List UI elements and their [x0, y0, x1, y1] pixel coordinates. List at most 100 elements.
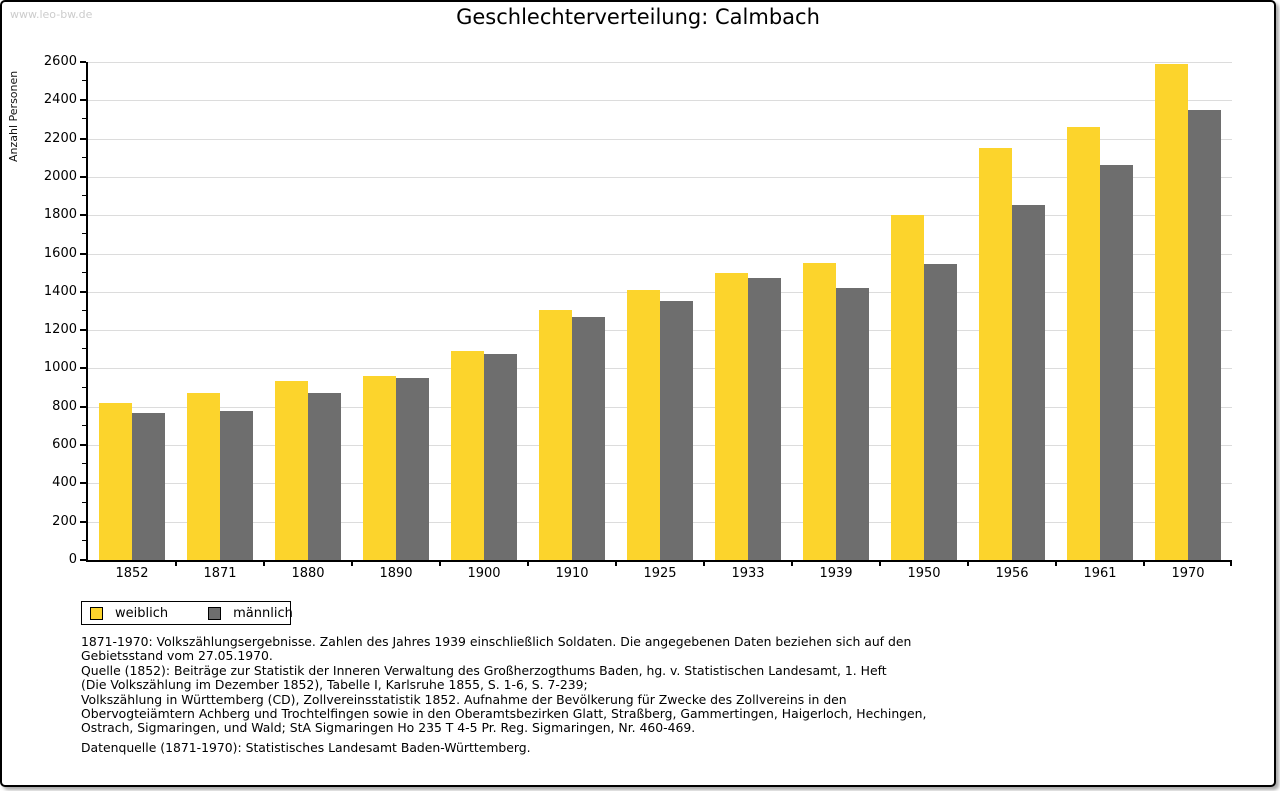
y-minor-tick	[82, 156, 86, 158]
y-tick-label: 800	[52, 398, 77, 414]
bar-maennlich-1880	[308, 393, 341, 560]
y-major-tick	[80, 444, 86, 447]
y-minor-tick	[82, 501, 86, 503]
y-major-tick	[80, 175, 86, 178]
x-boundary-tick	[1143, 562, 1145, 566]
y-major-tick	[80, 559, 86, 561]
bar-maennlich-1852	[132, 413, 165, 560]
gridline	[88, 138, 1232, 140]
y-tick-label: 0	[68, 552, 77, 567]
y-tick-label: 200	[52, 513, 77, 529]
y-tick-label: 600	[52, 437, 77, 453]
bar-weiblich-1961	[1067, 127, 1100, 560]
y-major-tick	[80, 329, 86, 332]
x-tick-label: 1939	[819, 566, 853, 581]
x-tick-label: 1956	[995, 566, 1029, 581]
x-boundary-tick	[703, 562, 705, 566]
x-tick-label: 1950	[907, 566, 941, 581]
bar-weiblich-1910	[539, 310, 572, 560]
x-tick-label: 1900	[467, 566, 501, 581]
footnotes: 1871-1970: Volkszählungsergebnisse. Zahl…	[81, 634, 927, 736]
y-major-tick	[80, 482, 86, 485]
x-boundary-tick	[615, 562, 617, 566]
x-tick-label: 1933	[731, 566, 765, 581]
x-tick-label: 1910	[555, 566, 589, 581]
bar-maennlich-1890	[396, 378, 429, 560]
gridline	[88, 215, 1232, 217]
y-tick-label: 2400	[43, 92, 77, 108]
watermark: www.leo-bw.de	[10, 8, 93, 21]
y-minor-tick	[82, 233, 86, 235]
bar-weiblich-1900	[451, 351, 484, 560]
x-boundary-tick	[1055, 562, 1057, 566]
x-tick-label: 1890	[379, 566, 413, 581]
x-tick-label: 1852	[115, 566, 149, 581]
y-major-tick	[80, 405, 86, 408]
bar-maennlich-1961	[1100, 165, 1133, 560]
bar-maennlich-1910	[572, 317, 605, 560]
x-boundary-tick	[263, 562, 265, 566]
legend-label-weiblich: weiblich	[115, 605, 169, 621]
legend-swatch-maennlich-icon	[208, 606, 222, 620]
bar-weiblich-1956	[979, 148, 1012, 560]
x-tick-label: 1925	[643, 566, 677, 581]
y-minor-tick	[82, 539, 86, 541]
x-boundary-tick	[439, 562, 441, 566]
bar-weiblich-1880	[275, 381, 308, 560]
x-boundary-tick	[967, 562, 969, 566]
y-tick-label: 1400	[43, 283, 77, 299]
x-boundary-tick	[175, 562, 177, 566]
bar-weiblich-1950	[891, 215, 924, 560]
bar-weiblich-1890	[363, 376, 396, 560]
gridline	[88, 253, 1232, 255]
bar-maennlich-1900	[484, 354, 517, 560]
y-major-tick	[80, 214, 86, 217]
bar-weiblich-1933	[715, 273, 748, 560]
y-major-tick	[80, 520, 86, 523]
x-boundary-tick	[351, 562, 353, 566]
x-boundary-tick	[1230, 562, 1232, 566]
legend: weiblich männlich	[81, 601, 293, 625]
legend-label-maennlich: männlich	[233, 605, 293, 621]
y-tick-label: 1000	[43, 360, 77, 376]
y-minor-tick	[82, 463, 86, 465]
y-minor-tick	[82, 271, 86, 273]
y-tick-label: 2000	[43, 168, 77, 184]
y-tick-label: 1800	[43, 207, 77, 223]
y-tick-label: 2200	[43, 130, 77, 146]
y-tick-label: 2600	[43, 54, 77, 69]
y-tick-label: 1200	[43, 322, 77, 338]
x-boundary-tick	[879, 562, 881, 566]
x-boundary-tick	[791, 562, 793, 566]
bar-maennlich-1933	[748, 278, 781, 560]
y-major-tick	[80, 367, 86, 370]
gridline	[88, 62, 1232, 63]
y-minor-tick	[82, 424, 86, 426]
y-minor-tick	[82, 80, 86, 82]
gridline	[88, 291, 1232, 293]
y-tick-label: 1600	[43, 245, 77, 261]
chart-title: Geschlechterverteilung: Calmbach	[456, 5, 820, 29]
plot-area	[86, 62, 1232, 562]
x-boundary-tick	[527, 562, 529, 566]
x-axis-ticks	[88, 562, 1232, 567]
bar-maennlich-1871	[220, 411, 253, 560]
y-minor-tick	[82, 195, 86, 197]
bar-weiblich-1871	[187, 393, 220, 560]
bar-maennlich-1970	[1188, 110, 1221, 560]
bar-weiblich-1970	[1155, 64, 1188, 560]
bar-weiblich-1852	[99, 403, 132, 560]
bar-maennlich-1939	[836, 288, 869, 560]
legend-swatch-weiblich-icon	[90, 606, 103, 620]
x-tick-label: 1880	[291, 566, 325, 581]
x-tick-label: 1871	[203, 566, 237, 581]
y-major-tick	[80, 99, 86, 102]
gridline	[88, 176, 1232, 178]
bar-maennlich-1950	[924, 264, 957, 560]
y-major-tick	[80, 252, 86, 255]
bar-maennlich-1956	[1012, 205, 1045, 560]
y-minor-tick	[82, 310, 86, 311]
y-major-tick	[80, 137, 86, 140]
y-minor-tick	[82, 118, 86, 120]
